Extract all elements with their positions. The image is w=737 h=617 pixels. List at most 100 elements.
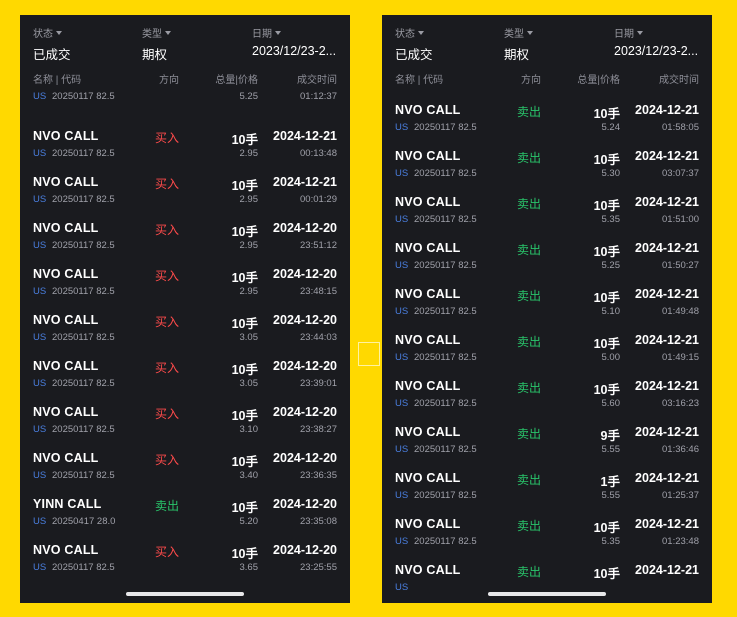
order-row[interactable]: NVO CALL US 20250117 82.5 卖出 1手 5.55 2024-12-2… (382, 471, 712, 517)
order-row[interactable]: NVO CALL US 20250117 82.5 卖出 10手 5.24 2024-12-… (382, 103, 712, 149)
caret-down-icon (527, 30, 533, 35)
fill-quantity: 10手 (231, 179, 258, 193)
order-row[interactable]: NVO CALL US 20250117 82.5 买入 10手 3.40 2024-12-… (20, 451, 350, 497)
column-direction: 方向 (521, 75, 541, 86)
fill-price: 2.95 (239, 286, 259, 297)
fill-date: 2024-12-20 (273, 267, 337, 281)
order-row[interactable]: NVO CALL US 20250117 82.5 买入 10手 3.10 2024-12-… (20, 405, 350, 451)
fill-quantity: 10手 (593, 383, 620, 397)
date-filter[interactable]: 日期 2023/12/23-2... (614, 25, 698, 58)
type-filter[interactable]: 类型 期权 (142, 25, 171, 63)
home-indicator[interactable] (488, 592, 606, 596)
trade-direction: 卖出 (517, 289, 542, 303)
status-filter-label: 状态 (33, 29, 53, 40)
instrument-name: NVO CALL (33, 405, 99, 419)
order-row[interactable]: NVO CALL US 20250117 82.5 买入 10手 2.95 2024-12-… (20, 267, 350, 313)
trade-direction: 卖出 (517, 335, 542, 349)
fill-date: 2024-12-21 (635, 517, 699, 531)
status-filter[interactable]: 状态 已成交 (395, 25, 433, 63)
type-filter[interactable]: 类型 期权 (504, 25, 533, 63)
fill-date: 2024-12-21 (635, 379, 699, 393)
status-filter-label: 状态 (395, 29, 415, 40)
market-tag: US (395, 214, 409, 225)
status-filter-value: 已成交 (395, 48, 433, 62)
order-row[interactable]: NVO CALL US 20250117 82.5 买入 10手 2.95 2024-12-… (20, 221, 350, 267)
fill-time: 01:50:27 (662, 260, 699, 271)
option-code: 20250117 82.5 (52, 194, 115, 205)
order-row[interactable]: NVO CALL US 20250117 82.5 卖出 10手 5.30 2024-12-… (382, 149, 712, 195)
trade-direction: 买入 (155, 453, 180, 467)
order-row[interactable]: YINN CALL US 20250417 28.0 卖出 10手 5.20 2024-12… (20, 497, 350, 543)
fill-time: 01:12:37 (300, 91, 337, 102)
fill-date: 2024-12-20 (273, 451, 337, 465)
order-row[interactable]: NVO CALL US 20250117 82.5 卖出 10手 5.60 2024-12-… (382, 379, 712, 425)
fill-quantity: 10手 (593, 291, 620, 305)
market-tag: US (395, 122, 409, 133)
caret-down-icon (165, 30, 171, 35)
option-code: 20250117 82.5 (52, 148, 115, 159)
order-row[interactable]: NVO CALL US 20250117 82.5 卖出 10手 5.00 2024-12-… (382, 333, 712, 379)
option-code: 20250117 82.5 (414, 490, 477, 501)
fill-price: 3.10 (239, 424, 259, 435)
partial-order-row[interactable]: US 20250117 82.5 5.25 01:12:37 (20, 89, 350, 105)
instrument-name: NVO CALL (395, 517, 461, 531)
order-row[interactable]: NVO CALL US 20250117 82.5 买入 10手 2.95 2024-12-… (20, 175, 350, 221)
fill-price: 3.65 (239, 562, 259, 573)
instrument-name: NVO CALL (33, 129, 99, 143)
trade-direction: 卖出 (517, 565, 542, 579)
instrument-name: NVO CALL (395, 471, 461, 485)
instrument-name: NVO CALL (33, 543, 99, 557)
fill-quantity: 10手 (231, 409, 258, 423)
fill-time: 23:38:27 (300, 424, 337, 435)
trade-direction: 买入 (155, 177, 180, 191)
fill-quantity: 1手 (600, 475, 620, 489)
date-filter[interactable]: 日期 2023/12/23-2... (252, 25, 336, 58)
order-row[interactable]: NVO CALL US 卖出 10手 2024-12-21 (382, 563, 712, 603)
fill-date: 2024-12-21 (635, 103, 699, 117)
option-code: 20250117 82.5 (414, 260, 477, 271)
order-list-panel-left: 状态 已成交 类型 期权 日期 2023/12/23-2... 名称 | 代码 … (20, 15, 350, 603)
column-direction: 方向 (159, 75, 179, 86)
status-filter-value: 已成交 (33, 48, 71, 62)
fill-time: 01:25:37 (662, 490, 699, 501)
order-row[interactable]: NVO CALL US 20250117 82.5 卖出 10手 5.35 2024-12-… (382, 517, 712, 563)
status-filter[interactable]: 状态 已成交 (33, 25, 71, 63)
order-row[interactable]: NVO CALL US 20250117 82.5 买入 10手 3.05 2024-12-… (20, 359, 350, 405)
fill-price: 5.60 (601, 398, 621, 409)
fill-time: 01:23:48 (662, 536, 699, 547)
trade-direction: 买入 (155, 223, 180, 237)
instrument-name: NVO CALL (395, 241, 461, 255)
fill-quantity: 10手 (593, 245, 620, 259)
trade-direction: 买入 (155, 315, 180, 329)
order-row[interactable]: NVO CALL US 20250117 82.5 卖出 10手 5.10 2024-12-… (382, 287, 712, 333)
order-list: NVO CALL US 20250117 82.5 卖出 10手 5.24 2024-12-… (382, 103, 712, 603)
option-code: 20250117 82.5 (414, 398, 477, 409)
fill-price: 5.20 (239, 516, 259, 527)
trade-direction: 卖出 (517, 473, 542, 487)
instrument-name: NVO CALL (395, 425, 461, 439)
option-code: 20250117 82.5 (414, 352, 477, 363)
option-code: 20250117 82.5 (52, 91, 115, 102)
order-row[interactable]: NVO CALL US 20250117 82.5 买入 10手 3.05 2024-12-… (20, 313, 350, 359)
type-filter-label: 类型 (142, 29, 162, 40)
market-tag: US (33, 91, 47, 102)
fill-price: 5.55 (601, 490, 621, 501)
order-row[interactable]: NVO CALL US 20250117 82.5 卖出 10手 5.25 2024-12-… (382, 241, 712, 287)
column-name-code: 名称 | 代码 (33, 75, 82, 86)
fill-time: 01:49:48 (662, 306, 699, 317)
column-header: 名称 | 代码 方向 总量|价格 成交时间 (20, 71, 350, 86)
order-row[interactable]: NVO CALL US 20250117 82.5 买入 10手 2.95 2024-12-… (20, 129, 350, 175)
trade-direction: 买入 (155, 407, 180, 421)
option-code: 20250117 82.5 (52, 562, 115, 573)
market-tag: US (33, 378, 47, 389)
trade-direction: 卖出 (517, 197, 542, 211)
market-tag: US (395, 352, 409, 363)
home-indicator[interactable] (126, 592, 244, 596)
order-row[interactable]: NVO CALL US 20250117 82.5 卖出 10手 5.35 2024-12-… (382, 195, 712, 241)
market-tag: US (395, 260, 409, 271)
trade-direction: 买入 (155, 269, 180, 283)
order-row[interactable]: NVO CALL US 20250117 82.5 买入 10手 3.65 2024-12-… (20, 543, 350, 589)
order-row[interactable]: NVO CALL US 20250117 82.5 卖出 9手 5.55 2024-12-2… (382, 425, 712, 471)
type-filter-label: 类型 (504, 29, 524, 40)
instrument-name: NVO CALL (33, 359, 99, 373)
